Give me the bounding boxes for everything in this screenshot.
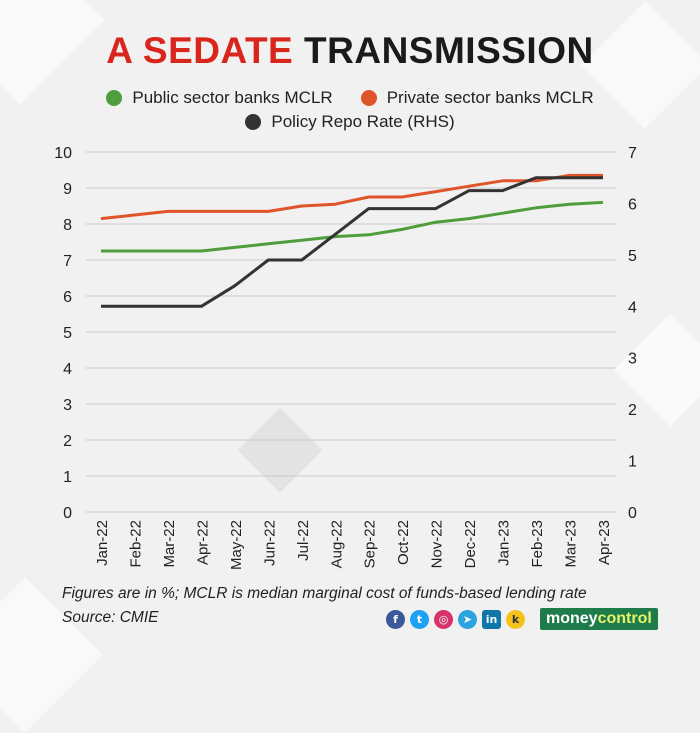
y-tick-label: 0	[63, 505, 72, 522]
y-tick-label: 4	[63, 361, 72, 378]
x-tick-label: Dec-22	[462, 520, 479, 568]
chart-title: A SEDATE TRANSMISSION	[0, 30, 700, 72]
y-tick-label: 3	[63, 397, 72, 414]
brand-part-1: money	[546, 610, 598, 627]
moneycontrol-logo[interactable]: money control	[540, 608, 658, 630]
brand-part-2: control	[597, 610, 652, 627]
y2-tick-label: 7	[628, 145, 637, 162]
title-accent: A SEDATE	[106, 30, 294, 71]
social-icons: f t ◎ ➤ in k	[386, 610, 525, 629]
y-tick-label: 8	[63, 217, 72, 234]
x-tick-label: Oct-22	[395, 520, 412, 565]
y2-tick-label: 1	[628, 454, 637, 471]
y2-tick-label: 6	[628, 196, 637, 213]
legend-swatch-public	[106, 90, 123, 106]
instagram-icon[interactable]: ◎	[434, 610, 453, 629]
y-tick-label: 9	[63, 181, 72, 198]
y-tick-label: 2	[63, 433, 72, 450]
series-line-private	[100, 173, 603, 221]
y-tick-label: 10	[54, 145, 72, 162]
legend-item-repo: Policy Repo Rate (RHS)	[245, 112, 455, 132]
x-tick-label: Sep-22	[362, 520, 379, 568]
y-tick-label: 7	[63, 253, 72, 270]
series-line-repo	[101, 176, 603, 308]
x-tick-label: May-22	[228, 520, 245, 570]
legend-item-private: Private sector banks MCLR	[360, 88, 594, 108]
x-tick-label: Mar-23	[563, 520, 580, 568]
legend-item-public: Public sector banks MCLR	[106, 88, 333, 108]
y2-tick-label: 2	[628, 402, 637, 419]
y-tick-label: 5	[63, 325, 72, 342]
line-chart: 0 1 2 3 4 5 6 7 8 9 10 0 1 2 3 4 5 6 7 Jan-22 Feb-22 Mar-22 Ap…	[54, 145, 637, 570]
title-rest: TRANSMISSION	[304, 30, 594, 71]
x-tick-label: Aug-22	[328, 520, 345, 568]
y2-tick-label: 0	[628, 505, 637, 522]
legend-label-repo: Policy Repo Rate (RHS)	[271, 112, 455, 131]
x-tick-label: Feb-22	[127, 520, 144, 568]
legend: Public sector banks MCLR Private sector …	[0, 88, 700, 108]
y2-tick-label: 3	[628, 351, 637, 368]
legend-swatch-repo	[245, 114, 262, 130]
x-tick-label: Jun-22	[261, 520, 278, 566]
x-tick-label: Jan-22	[94, 520, 111, 566]
x-tick-label: Apr-22	[194, 520, 211, 565]
koo-icon[interactable]: k	[506, 610, 525, 629]
x-tick-label: Feb-23	[529, 520, 546, 568]
legend-label-private: Private sector banks MCLR	[386, 88, 594, 107]
legend-label-public: Public sector banks MCLR	[132, 88, 333, 107]
y-tick-label: 6	[63, 289, 72, 306]
source-note: Source: CMIE	[62, 609, 159, 626]
x-tick-label: Mar-22	[161, 520, 178, 568]
y-tick-label: 1	[63, 469, 72, 486]
footnote: Figures are in %; MCLR is median margina…	[62, 585, 587, 602]
x-tick-label: Nov-22	[429, 520, 446, 568]
x-tick-label: Jan-23	[496, 520, 513, 566]
telegram-icon[interactable]: ➤	[458, 610, 477, 629]
facebook-icon[interactable]: f	[386, 610, 405, 629]
legend-swatch-private	[360, 90, 377, 106]
y2-tick-label: 4	[628, 299, 637, 316]
y2-tick-label: 5	[628, 248, 637, 265]
x-tick-label: Apr-23	[596, 520, 613, 565]
x-tick-label: Jul-22	[295, 520, 312, 561]
legend-row-2: Policy Repo Rate (RHS)	[0, 112, 700, 132]
series-line-public	[101, 200, 604, 253]
twitter-icon[interactable]: t	[410, 610, 429, 629]
linkedin-icon[interactable]: in	[482, 610, 501, 629]
